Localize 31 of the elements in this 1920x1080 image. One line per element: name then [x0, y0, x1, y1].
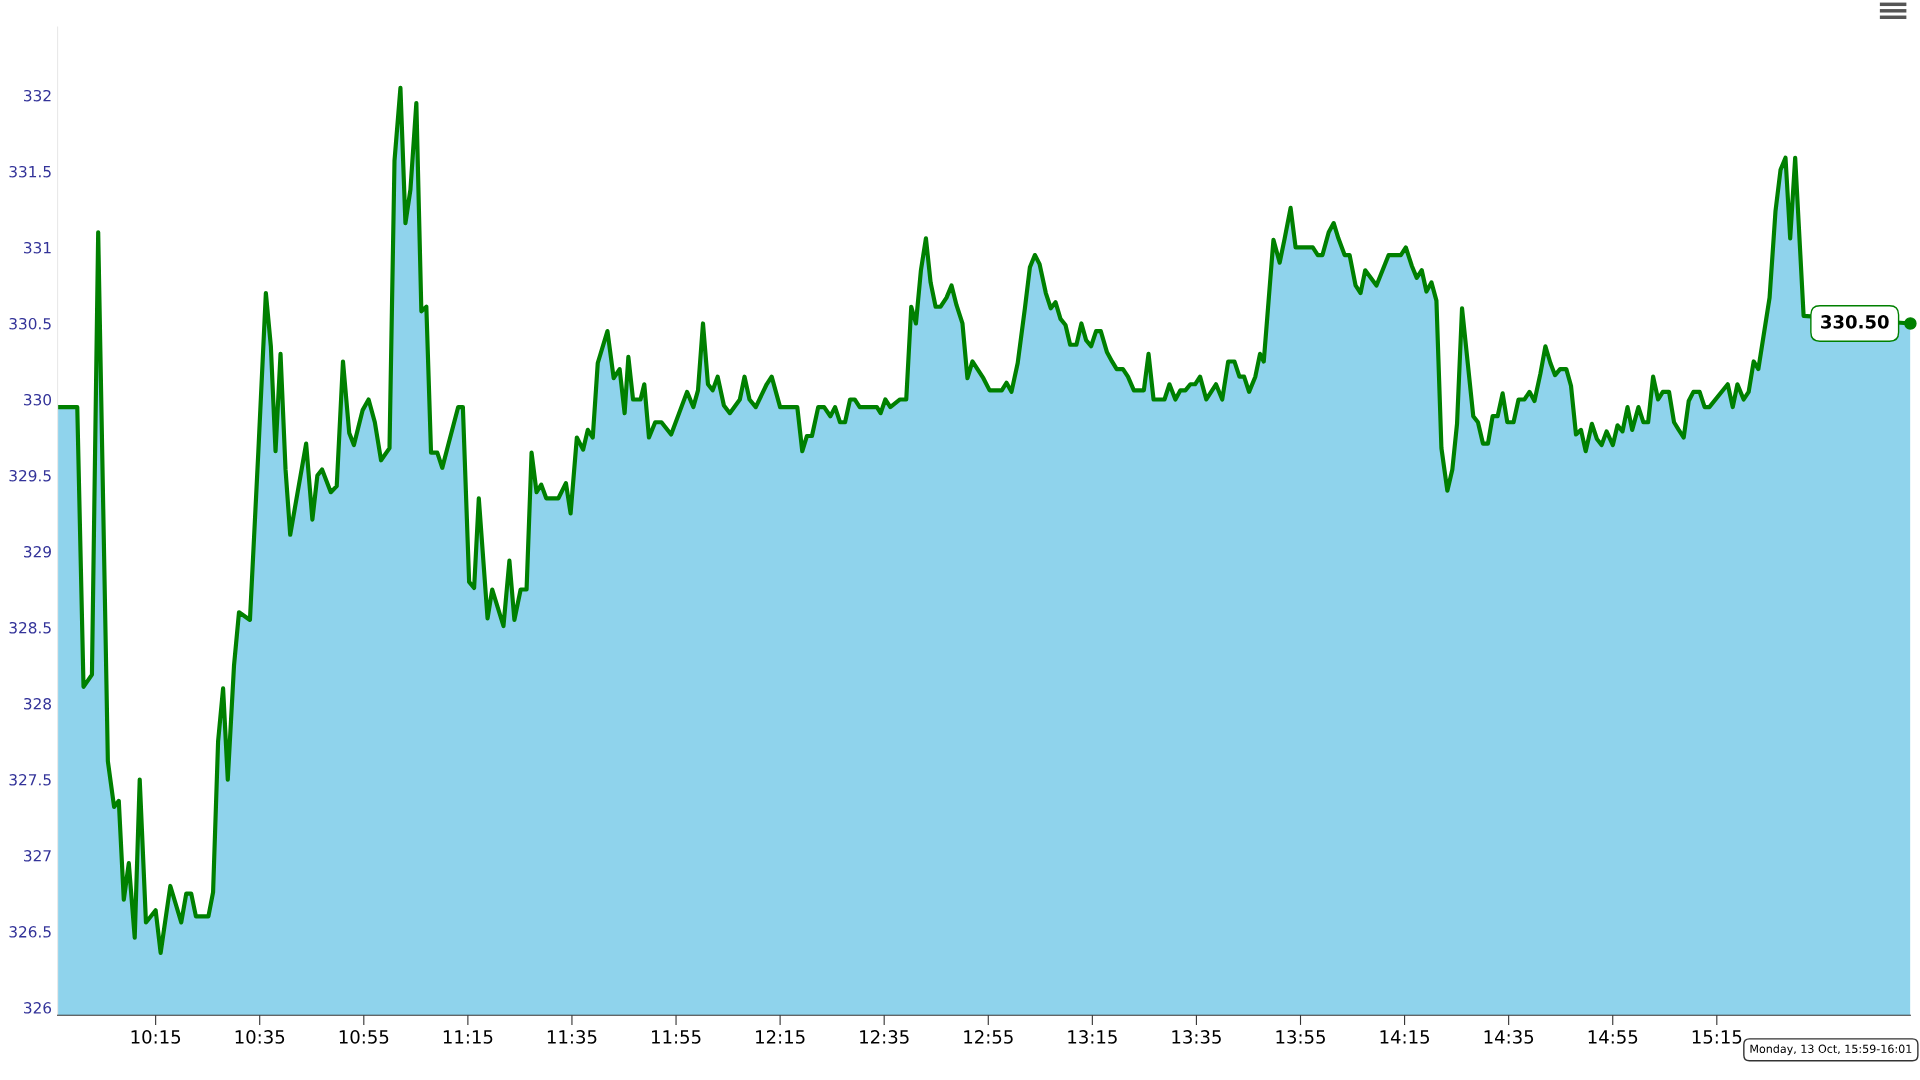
x-tick-label: 10:15: [131, 1030, 181, 1044]
y-tick-label: 330.5: [9, 317, 51, 330]
y-tick-label: 327.5: [9, 774, 51, 786]
x-tick-label: 13:35: [1172, 1030, 1221, 1044]
x-tick-label: 10:35: [235, 1030, 285, 1044]
x-tick-label: 12:35: [860, 1030, 909, 1044]
y-tick-label: 330: [24, 393, 52, 406]
y-tick-label: 326: [24, 1002, 52, 1014]
x-tick-label: 12:15: [756, 1030, 805, 1044]
y-tick-label: 328.5: [9, 621, 51, 634]
x-tick-label: 14:55: [1588, 1030, 1638, 1044]
x-tick-label: 10:55: [339, 1030, 389, 1044]
x-tick-label: 13:15: [1068, 1030, 1117, 1044]
y-tick-label: 329: [24, 545, 51, 558]
x-tick-label: 14:35: [1484, 1030, 1534, 1044]
x-tick-label: 15:15: [1692, 1030, 1742, 1044]
y-tick-label: 331.5: [9, 165, 51, 178]
x-tick-label: 11:55: [652, 1030, 701, 1044]
y-tick-label: 332: [24, 89, 51, 102]
y-tick-label: 331: [24, 241, 51, 254]
y-tick-label: 326.5: [9, 926, 51, 938]
y-tick-label: 328: [24, 698, 51, 710]
x-tick-label: 12:55: [964, 1030, 1013, 1044]
annotation: 330.50: [1821, 315, 1889, 329]
x-tick-label: 14:15: [1380, 1030, 1430, 1044]
text: Monday, 13 Oct, 15:59-16:01: [1750, 1044, 1912, 1056]
x-tick-label: 13:55: [1276, 1030, 1325, 1044]
y-tick-label: 329.5: [9, 469, 51, 482]
y-tick-label: 327: [24, 850, 51, 862]
x-tick-label: 11:15: [443, 1030, 493, 1044]
x-tick-label: 11:35: [547, 1030, 597, 1044]
